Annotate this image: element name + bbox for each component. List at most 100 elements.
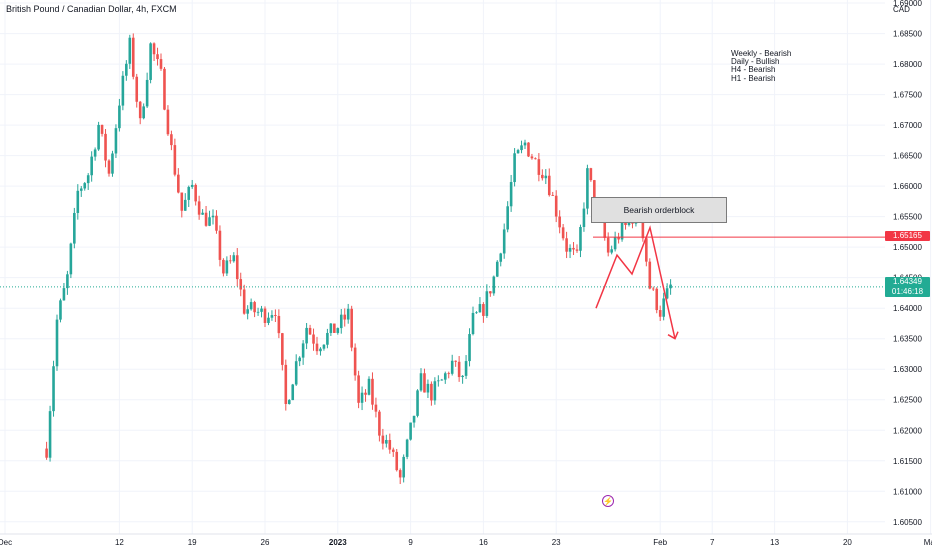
candle-body [391,449,395,452]
candle-body [648,261,652,289]
time-axis[interactable]: Dec 12 19 26 2023 9 16 23 Feb 7 13 20 Mar [0,533,932,547]
candle-body [114,128,118,154]
bearish-orderblock-box[interactable]: Bearish orderblock [591,197,727,223]
candle-body [260,308,263,312]
y-tick-label: 1.62000 [893,426,922,435]
candle-body [437,380,440,382]
y-tick-label: 1.60500 [893,518,922,527]
candle-body [93,149,97,157]
candle-body [558,216,561,228]
candle-body [523,142,527,146]
candle-body [405,439,409,457]
candle-body [131,37,135,77]
candle-body [97,124,100,150]
chart-grid [0,0,932,534]
candle-body [208,217,211,226]
candle-body [395,451,399,471]
candle-body [499,253,503,262]
x-tick-label: 23 [552,538,561,547]
candle-body [329,323,333,333]
candle-body [232,255,236,262]
projection-path[interactable] [595,225,676,339]
y-tick-label: 1.65000 [893,243,922,252]
bias-daily: Daily - Bullish [731,57,780,67]
y-tick-label: 1.69000 [893,0,922,8]
candle-body [537,159,541,175]
candle-body [662,298,665,317]
candlestick-series [45,33,672,485]
candle-body [655,288,659,311]
candle-body [45,448,48,458]
candle-body [163,68,166,110]
candle-body [586,168,589,209]
candle-body [190,184,194,187]
candle-body [509,182,513,207]
candle-body [547,175,551,196]
candle-body [589,168,593,181]
candle-body [440,379,444,381]
candle-body [180,192,184,211]
price-axis[interactable]: 1.60500 1.61000 1.61500 1.62000 1.62500 1.630… [893,0,922,527]
candle-body [658,310,662,317]
candle-body [381,435,385,444]
level-price-tag: 1.65165 [885,231,930,241]
candle-body [527,142,530,157]
candle-body [336,328,340,333]
candle-body [665,288,669,299]
candle-body [79,188,83,191]
candle-body [534,158,537,160]
candle-body [201,212,204,215]
candle-body [346,308,350,320]
candle-body [651,288,655,290]
candle-body [284,364,288,404]
candle-body [135,76,139,102]
candle-body [326,332,329,345]
candle-body [416,390,419,416]
candle-body [170,134,173,146]
candle-body [350,308,353,348]
y-tick-label: 1.68500 [893,30,922,39]
candle-body [149,43,152,80]
candle-body [544,175,548,179]
candle-body [568,247,572,252]
candle-body [246,309,249,314]
candle-body [125,63,128,76]
y-tick-label: 1.63000 [893,365,922,374]
timeframe-bias-note: Weekly - Bearish Daily - Bullish H4 - Be… [731,49,791,83]
candle-body [339,314,343,329]
candle-body [412,415,416,423]
x-tick-label: 12 [115,538,124,547]
candle-body [461,375,464,378]
candle-body [371,378,374,405]
projection-arrowhead [667,331,679,340]
candle-body [239,279,243,290]
candle-body [312,334,315,344]
candle-body [520,145,523,151]
candle-body [506,206,509,230]
candle-body [256,311,260,313]
candle-body [142,106,145,119]
candle-body [530,156,534,159]
candle-body [669,284,672,289]
candle-body [582,208,586,228]
candle-body [52,366,55,412]
candle-body [107,160,111,174]
x-tick-label: 9 [408,538,413,547]
candle-body [211,215,215,218]
candle-body [104,133,107,161]
x-tick-label: 13 [770,538,779,547]
lightning-bolt-icon[interactable]: ⚡ [602,495,614,507]
candle-body [281,333,284,365]
candle-body [319,348,322,352]
orderblock-label: Bearish orderblock [623,205,695,215]
candle-body [409,422,412,440]
candle-body [343,314,347,320]
candle-body [277,315,281,334]
bias-h1: H1 - Bearish [731,73,776,83]
candle-body [603,218,607,238]
x-tick-label: Dec [0,538,12,547]
candle-body [204,212,208,226]
candle-body [83,183,87,189]
candle-body [308,327,312,335]
